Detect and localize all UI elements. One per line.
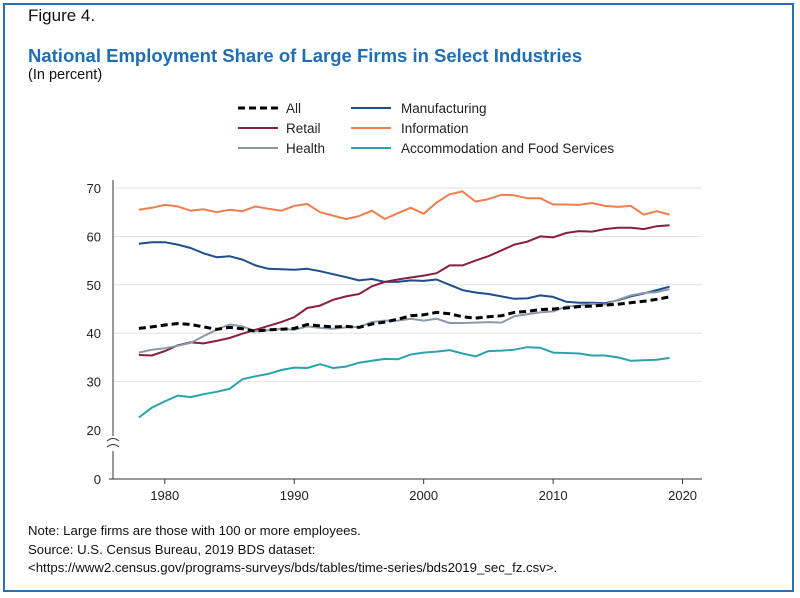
series-line-retail xyxy=(138,224,670,357)
chart-source-url: <https://www2.census.gov/programs-survey… xyxy=(28,560,558,575)
y-tick-label-30: 30 xyxy=(87,375,101,390)
figure-frame xyxy=(3,3,794,592)
x-tick-label-2010: 2010 xyxy=(539,488,568,503)
legend-label-retail: Retail xyxy=(286,121,321,136)
series-line-all xyxy=(138,295,670,333)
chart-source: Source: U.S. Census Bureau, 2019 BDS dat… xyxy=(28,542,316,557)
y-tick-label-0: 0 xyxy=(94,472,101,487)
series-line-information xyxy=(138,190,670,220)
legend-label-all: All xyxy=(286,101,301,116)
chart-title: National Employment Share of Large Firms… xyxy=(28,45,583,66)
legend-label-health: Health xyxy=(286,141,325,156)
series-line-accommodation-and-food-services xyxy=(138,346,670,419)
x-tick-label-1990: 1990 xyxy=(280,488,309,503)
x-tick-label-1980: 1980 xyxy=(150,488,179,503)
chart-subtitle: (In percent) xyxy=(28,67,103,83)
legend-label-accommodation-and-food-services: Accommodation and Food Services xyxy=(401,141,614,156)
y-tick-label-50: 50 xyxy=(87,278,101,293)
series-line-health xyxy=(138,288,670,354)
chart-note: Note: Large firms are those with 100 or … xyxy=(28,523,361,538)
figure-label: Figure 4. xyxy=(28,6,96,25)
x-tick-label-2000: 2000 xyxy=(409,488,438,503)
axis-break-mark-top xyxy=(106,438,120,442)
y-tick-label-70: 70 xyxy=(87,181,101,196)
y-tick-label-60: 60 xyxy=(87,229,101,244)
y-tick-label-40: 40 xyxy=(87,326,101,341)
legend-label-information: Information xyxy=(401,121,469,136)
legend-label-manufacturing: Manufacturing xyxy=(401,101,487,116)
series-line-manufacturing xyxy=(138,241,670,305)
x-tick-label-2020: 2020 xyxy=(668,488,697,503)
axis-break-mark-bottom xyxy=(106,444,120,448)
y-tick-label-20: 20 xyxy=(87,423,101,438)
